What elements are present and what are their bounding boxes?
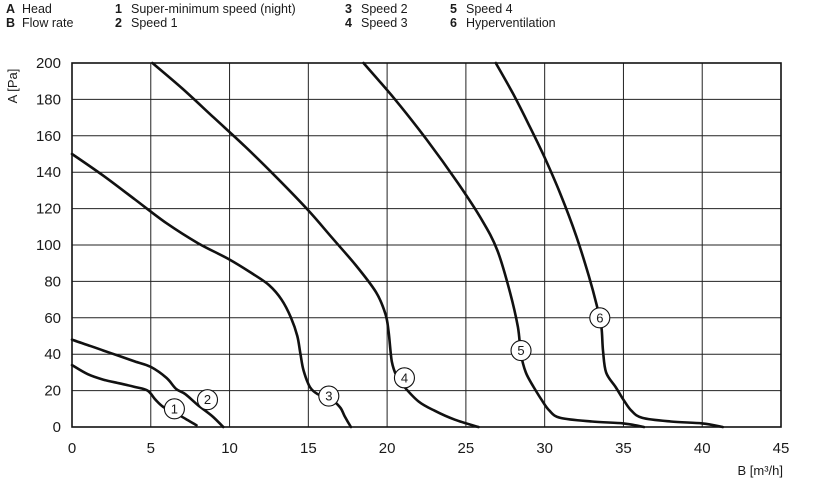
legend-key: 2	[115, 16, 122, 30]
curve-label-circle	[393, 367, 415, 389]
x-tick-label: 45	[773, 440, 790, 457]
curve-3	[70, 152, 353, 429]
legend-label: Speed 2	[361, 2, 408, 16]
legend-entry: 1 Super-minimum speed (night)	[115, 2, 296, 16]
y-tick-label: 60	[44, 310, 61, 327]
grid	[71, 62, 782, 428]
legend-entry: 3 Speed 2	[345, 2, 408, 16]
curve-6	[494, 61, 724, 429]
y-tick-label: 160	[36, 128, 61, 145]
curve-label-number: 4	[401, 370, 408, 385]
y-tick-label: 20	[44, 383, 61, 400]
legend-label: Head	[22, 2, 52, 16]
y-tick-label: 120	[36, 201, 61, 218]
tick-labels: 0 5 10 15 20 25 30 35 40 450204060801001201401601…	[36, 55, 789, 457]
x-tick-label: 10	[221, 440, 238, 457]
curve-label-number: 5	[517, 343, 524, 358]
curve-label-circle	[589, 307, 611, 329]
curve-2	[70, 338, 225, 429]
y-tick-label: 100	[36, 237, 61, 254]
legend-label: Super-minimum speed (night)	[131, 2, 296, 16]
curve-label-number: 3	[325, 389, 332, 404]
x-tick-label: 0	[68, 440, 76, 457]
legend-label: Speed 3	[361, 16, 408, 30]
curve-label-circle	[318, 385, 340, 407]
curve-label-number: 6	[596, 310, 603, 325]
y-tick-label: 0	[53, 419, 61, 436]
x-tick-label: 35	[615, 440, 632, 457]
legend-key: 4	[345, 16, 352, 30]
x-tick-label: 40	[694, 440, 711, 457]
legend-entry: A Head	[6, 2, 52, 16]
curve-label-circle	[510, 340, 532, 362]
legend-label: Speed 4	[466, 2, 513, 16]
legend-entry: B Flow rate	[6, 16, 73, 30]
curve-label-circle	[163, 398, 185, 420]
y-tick-label: 180	[36, 91, 61, 108]
legend-entry: 5 Speed 4	[450, 2, 513, 16]
legend-key: 3	[345, 2, 352, 16]
legend-key: 1	[115, 2, 122, 16]
legend-entry: 2 Speed 1	[115, 16, 178, 30]
legend-entry: 6 Hyperventilation	[450, 16, 556, 30]
plot-frame	[71, 62, 782, 428]
y-axis-label: A [Pa]	[5, 69, 20, 104]
x-tick-label: 15	[300, 440, 317, 457]
y-tick-label: 140	[36, 164, 61, 181]
curve-4	[151, 61, 480, 429]
legend-key: 5	[450, 2, 457, 16]
curve-label-number: 1	[171, 401, 178, 416]
curve-label-number: 2	[204, 392, 211, 407]
x-tick-label: 20	[379, 440, 396, 457]
legend-key: 6	[450, 16, 457, 30]
legend-label: Hyperventilation	[466, 16, 556, 30]
y-tick-label: 200	[36, 55, 61, 72]
legend: A Head B Flow rate 1 Super-minimum speed (nig…	[0, 0, 837, 40]
legend-key: A	[6, 2, 16, 16]
legend-label: Speed 1	[131, 16, 178, 30]
y-tick-label: 80	[44, 273, 61, 290]
x-tick-label: 30	[536, 440, 553, 457]
y-tick-label: 40	[44, 346, 61, 363]
curve-label-circle	[196, 389, 219, 411]
x-axis-label: B [m³/h]	[737, 463, 783, 478]
legend-entry: 4 Speed 3	[345, 16, 408, 30]
legend-label: Flow rate	[22, 16, 74, 30]
legend-key: B	[6, 16, 16, 30]
x-tick-label: 25	[458, 440, 475, 457]
curve-labels: 1 2 3 4 5 6	[163, 307, 611, 420]
x-tick-label: 5	[147, 440, 155, 457]
